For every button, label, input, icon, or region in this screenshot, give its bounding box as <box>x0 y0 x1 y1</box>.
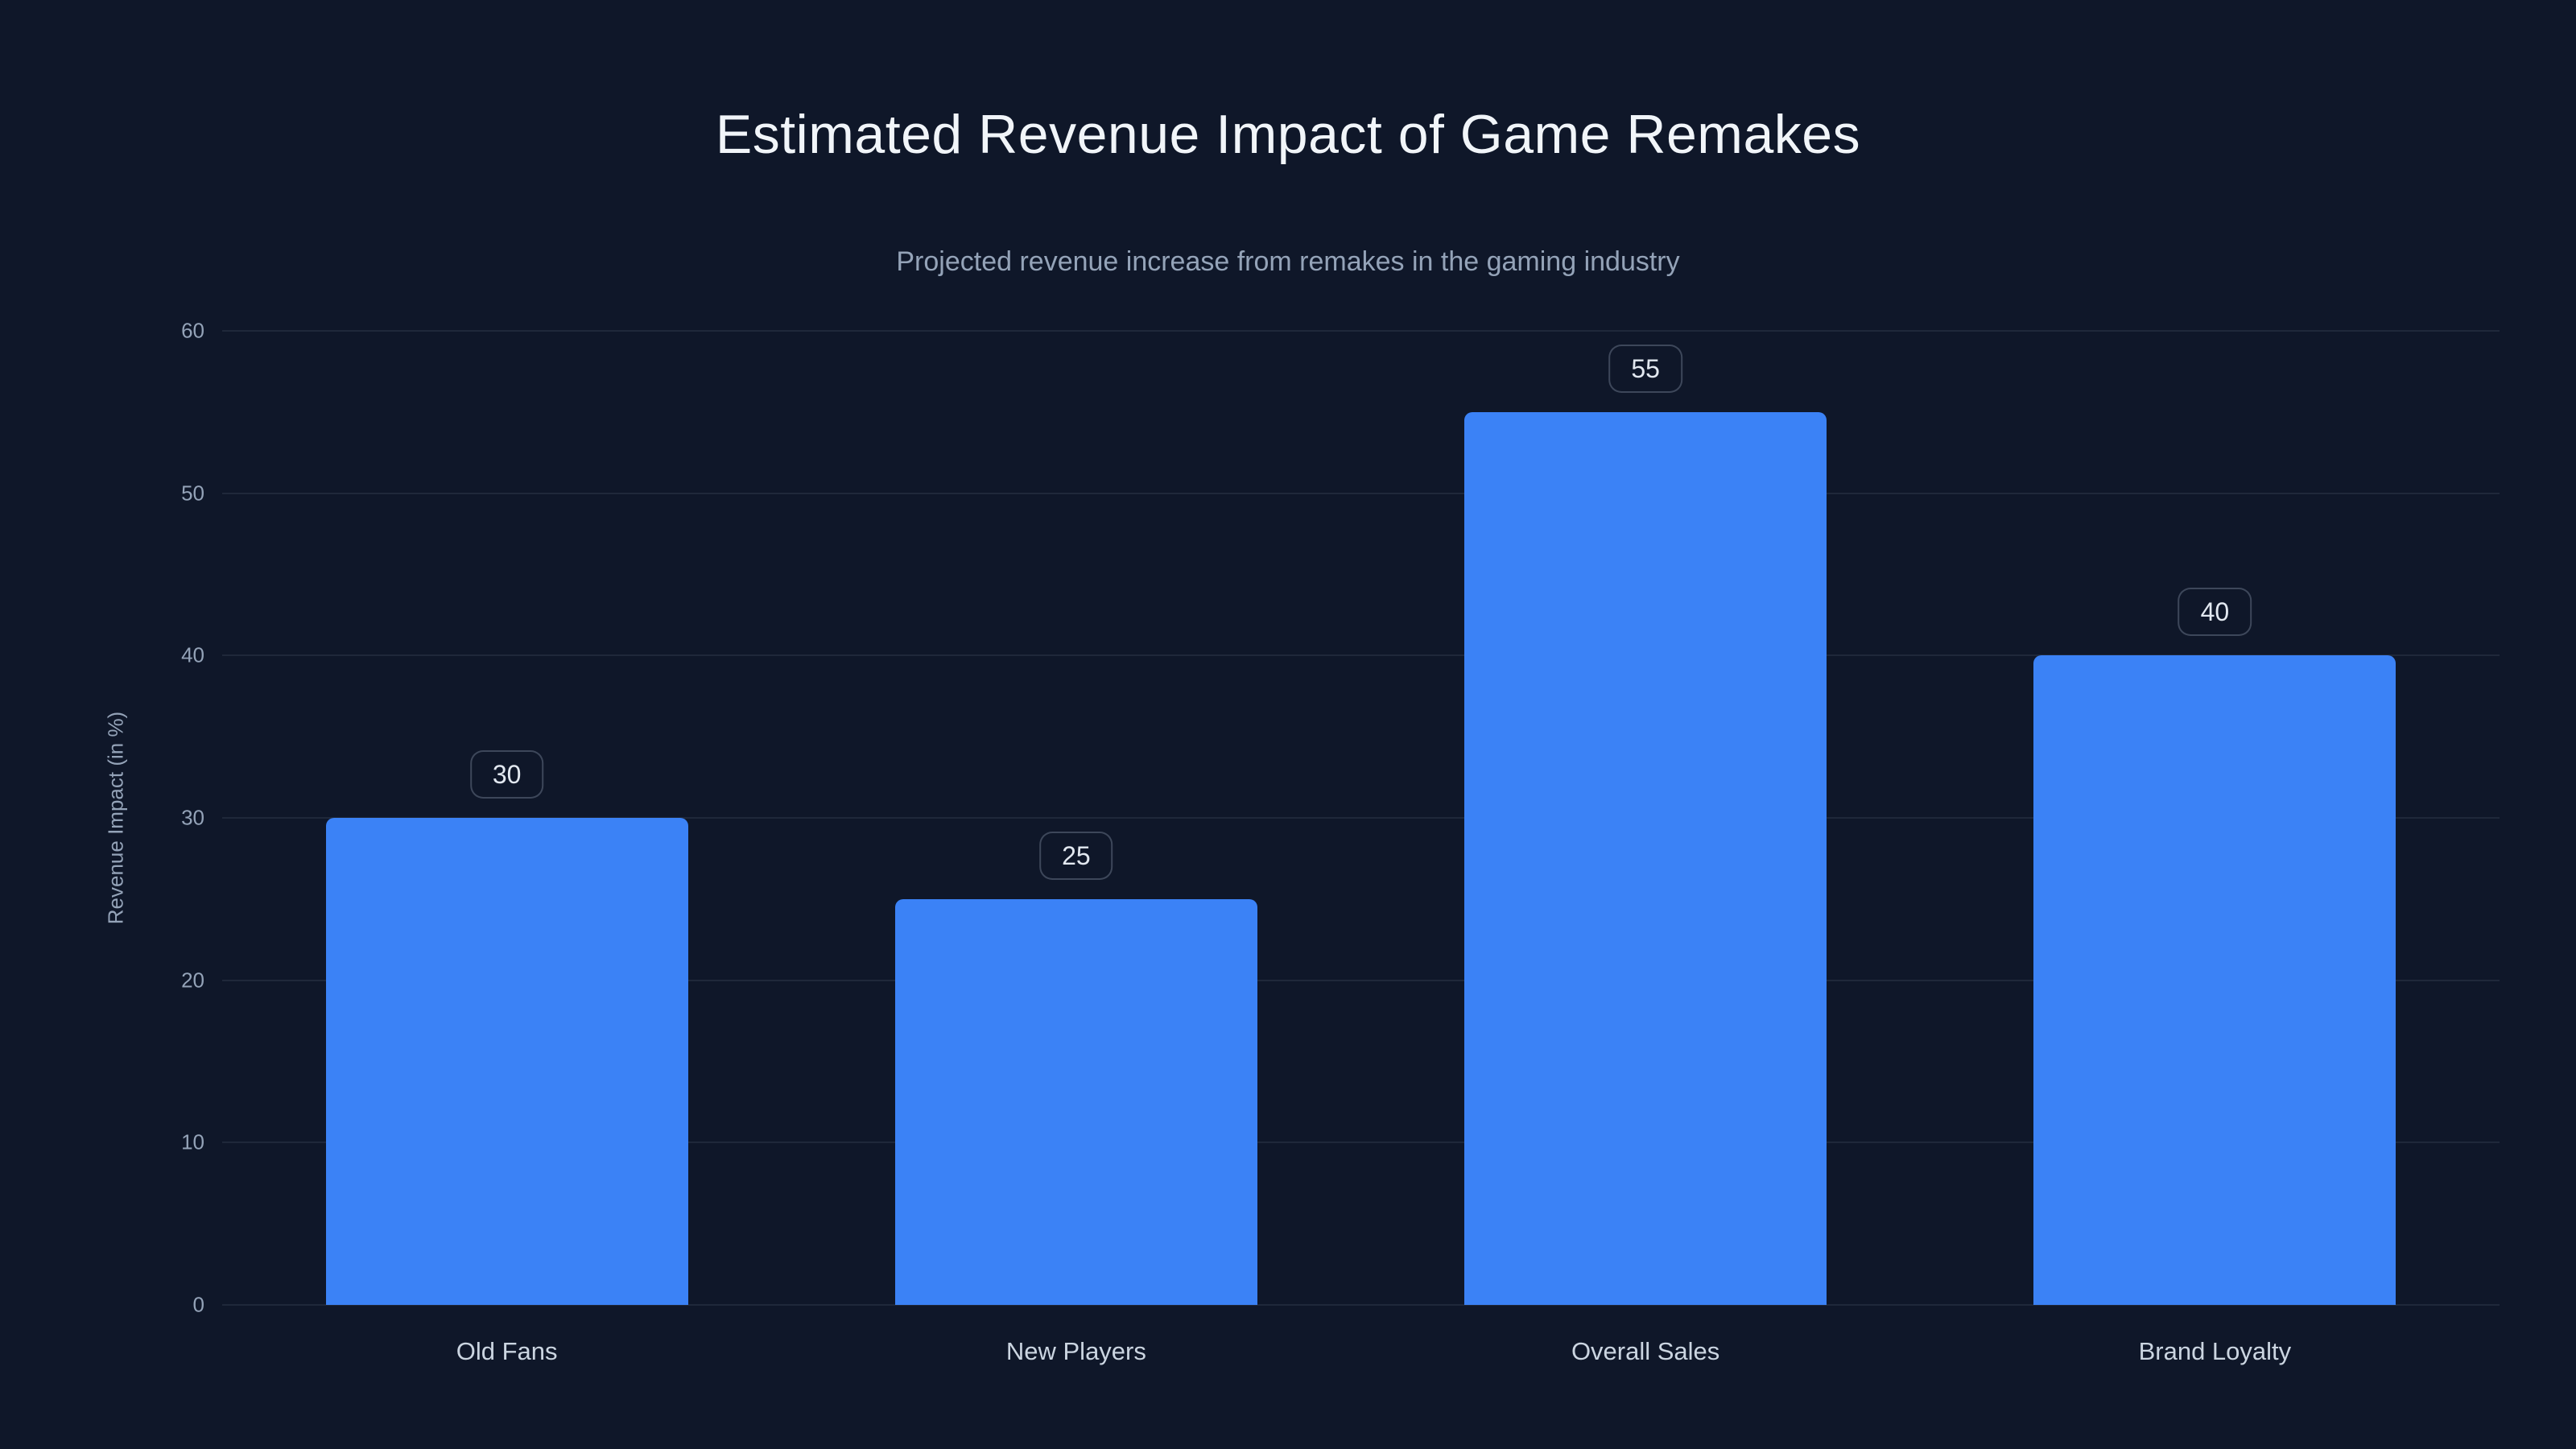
y-tick-label: 20 <box>181 968 204 993</box>
gridline <box>222 492 2500 494</box>
chart-subtitle: Projected revenue increase from remakes … <box>896 246 1680 277</box>
value-badge: 30 <box>469 750 544 799</box>
gridline <box>222 330 2500 332</box>
value-badge: 40 <box>2178 588 2252 637</box>
bar-new-players <box>894 898 1257 1305</box>
y-tick-label: 0 <box>192 1292 204 1317</box>
y-tick-label: 30 <box>181 805 204 830</box>
category-label: New Players <box>1005 1337 1146 1365</box>
bar-old-fans <box>325 818 688 1305</box>
y-tick-label: 60 <box>181 318 204 343</box>
gridline <box>222 979 2500 981</box>
category-label: Brand Loyalty <box>2138 1337 2292 1365</box>
value-badge: 55 <box>1608 344 1682 393</box>
y-axis-title: Revenue Impact (in %) <box>103 711 128 925</box>
y-tick-label: 10 <box>181 1129 204 1154</box>
gridline <box>222 654 2500 657</box>
category-label: Old Fans <box>456 1337 558 1365</box>
category-label: Overall Sales <box>1571 1337 1720 1365</box>
chart-title: Estimated Revenue Impact of Game Remakes <box>715 104 1861 165</box>
gridline <box>222 817 2500 819</box>
y-tick-label: 50 <box>181 481 204 506</box>
bar-brand-loyalty <box>2033 655 2396 1305</box>
bar-overall-sales <box>1464 411 1827 1305</box>
y-tick-label: 40 <box>181 642 204 667</box>
value-badge: 25 <box>1039 831 1113 880</box>
plot-area: 0 10 20 30 40 50 60 30 Old Fans 25 New Players 55 Ov… <box>181 319 2500 1365</box>
gridline <box>222 1141 2500 1144</box>
gridline <box>222 1304 2500 1306</box>
